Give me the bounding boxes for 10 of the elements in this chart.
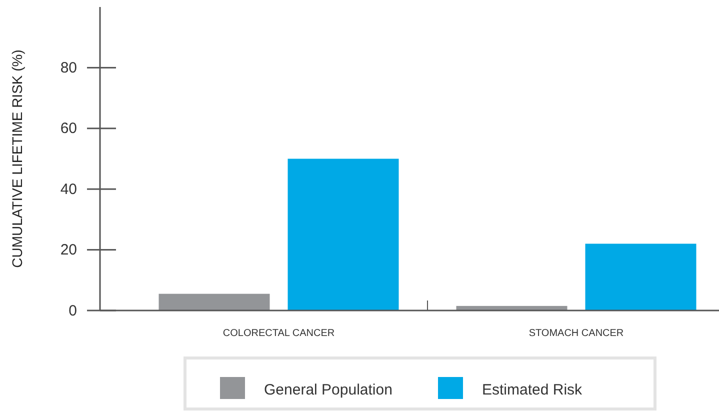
legend-label: Estimated Risk xyxy=(482,381,583,398)
y-tick-label: 60 xyxy=(60,120,77,138)
y-axis-title: CUMULATIVE LIFETIME RISK (%) xyxy=(9,50,25,268)
legend-label: General Population xyxy=(264,381,392,398)
y-tick-label: 0 xyxy=(68,302,77,320)
y-tick-label: 40 xyxy=(60,180,77,198)
y-tick-label: 20 xyxy=(60,242,77,259)
x-tick-label: COLORECTAL CANCER xyxy=(222,328,335,339)
x-tick-label: STOMACH CANCER xyxy=(528,328,624,339)
y-tick-label: 80 xyxy=(60,60,77,76)
